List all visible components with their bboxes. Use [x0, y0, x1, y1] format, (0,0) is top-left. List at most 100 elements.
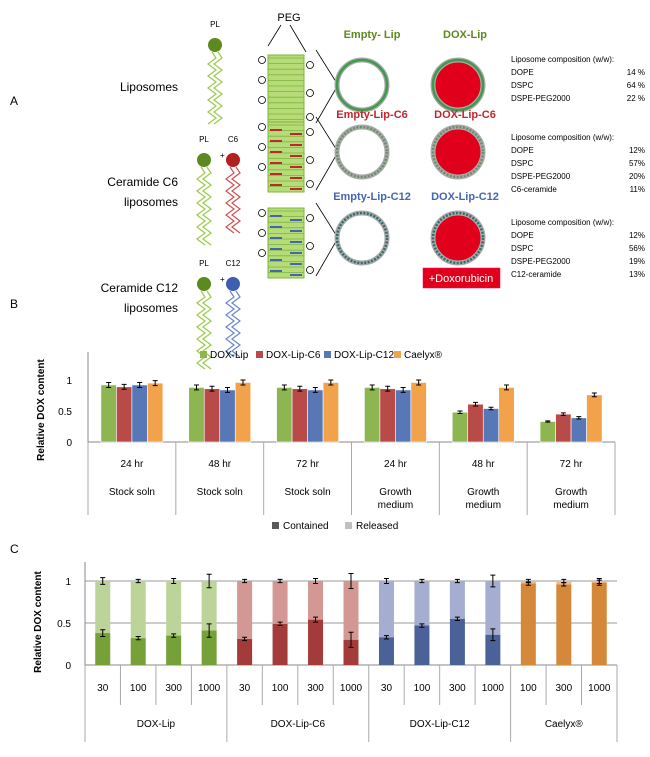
legend-swatch — [200, 351, 207, 358]
lipid-tail — [231, 290, 241, 358]
peg-icon — [258, 249, 266, 257]
lipid-head — [226, 277, 240, 291]
ceramide-label: C12 — [226, 259, 241, 268]
dox-liposome-membrane — [431, 58, 485, 112]
error-bar — [419, 578, 425, 584]
bar — [539, 421, 556, 443]
legend-label: Released — [356, 521, 398, 532]
x-tick-label: 300 — [307, 683, 324, 694]
error-bar — [171, 577, 177, 585]
error-bar — [525, 578, 531, 584]
y-tick-label: 1 — [66, 376, 72, 387]
composition-title: Liposome composition (w/w): — [511, 55, 614, 64]
pl-label: PL — [199, 259, 209, 268]
error-bar — [596, 577, 602, 585]
peg-icon — [306, 242, 314, 250]
contained-bar — [378, 637, 394, 665]
contained-bar — [308, 619, 324, 665]
released-bar — [414, 581, 430, 626]
error-bar — [369, 384, 375, 391]
liposome-row: Liposomes PL Empty- Lip DOX-Lip Liposome com… — [120, 20, 645, 126]
error-bar — [488, 406, 494, 411]
dox-liposome-label: DOX-Lip-C6 — [434, 109, 496, 121]
bar — [410, 382, 427, 443]
legend-label: Caelyx® — [404, 350, 443, 361]
bar — [322, 382, 339, 443]
contained-bar — [95, 633, 111, 665]
error-bar — [400, 386, 406, 393]
error-bar — [454, 616, 460, 621]
liposome-row: Ceramide C12 liposomes PL +C12 Empty-Lip-C12… — [101, 191, 645, 370]
error-bar — [457, 410, 463, 414]
x-tick-label: 100 — [414, 683, 431, 694]
x-tick-label: 1000 — [482, 683, 505, 694]
contained-bar — [166, 635, 182, 665]
empty-liposome-membrane — [335, 125, 389, 179]
error-bar — [348, 631, 354, 648]
plus-sign: + — [220, 151, 225, 160]
group-label: DOX-Lip-C6 — [271, 719, 326, 730]
error-bar — [206, 623, 212, 638]
error-bar — [137, 381, 143, 388]
contained-bar — [556, 584, 572, 665]
composition-component: C6-ceramide — [511, 185, 557, 194]
bar — [498, 387, 515, 443]
error-bar — [416, 379, 422, 386]
composition-percent: 13% — [629, 270, 645, 279]
peg-icon — [306, 180, 314, 188]
x-tick-label: 30 — [381, 683, 393, 694]
error-bar — [385, 385, 391, 392]
peg-icon — [258, 163, 266, 171]
legend-swatch — [272, 522, 279, 529]
lipid-tail — [225, 290, 235, 358]
error-bar — [490, 628, 496, 642]
error-bar — [277, 578, 283, 584]
contained-bar — [201, 630, 217, 665]
peg-icon — [258, 76, 266, 84]
x-tick-label: 300 — [165, 683, 182, 694]
error-bar — [313, 616, 319, 623]
composition-component: DSPC — [511, 244, 533, 253]
error-bar — [490, 574, 496, 588]
contained-bar — [591, 582, 607, 665]
x-tick-label: 1000 — [588, 683, 611, 694]
error-bar — [328, 379, 334, 386]
composition-percent: 12% — [629, 146, 645, 155]
x-condition-label: Growth medium — [465, 487, 501, 511]
error-bar — [121, 383, 127, 390]
composition-component: DOPE — [511, 68, 534, 77]
bar — [276, 387, 293, 443]
x-tick-label: 24 hr — [121, 459, 144, 470]
doxorubicin-label: +Doxorubicin — [429, 273, 494, 285]
liposome-type-label: Ceramide C12 — [101, 281, 179, 295]
bar — [467, 403, 484, 443]
composition-percent: 19% — [629, 257, 645, 266]
composition-percent: 11% — [630, 185, 645, 194]
x-tick-label: 300 — [449, 683, 466, 694]
bar — [307, 389, 324, 443]
error-bar — [383, 577, 389, 585]
liposome-type-label: liposomes — [124, 195, 178, 209]
composition-title: Liposome composition (w/w): — [511, 133, 614, 142]
legend-label: DOX-Lip — [210, 350, 249, 361]
x-condition-label: Stock soln — [285, 487, 331, 498]
x-tick-label: 300 — [555, 683, 572, 694]
bar — [451, 411, 469, 443]
x-condition-label: Growth medium — [378, 487, 414, 511]
lipid-tail — [225, 166, 235, 234]
y-tick-label: 1 — [65, 577, 71, 588]
lipid-tail — [196, 166, 206, 246]
composition-percent: 14 % — [627, 68, 645, 77]
legend-label: DOX-Lip-C6 — [266, 350, 321, 361]
error-bar — [135, 578, 141, 584]
peg-icon — [258, 96, 266, 104]
legend-label: DOX-Lip-C12 — [334, 350, 394, 361]
group-label: Caelyx® — [545, 719, 584, 730]
bar — [234, 382, 252, 443]
liposome-type-label: Ceramide C6 — [107, 175, 178, 189]
x-tick-label: 100 — [130, 683, 147, 694]
error-bar — [225, 386, 230, 393]
lipid-head — [197, 277, 211, 291]
error-bar — [576, 416, 582, 420]
